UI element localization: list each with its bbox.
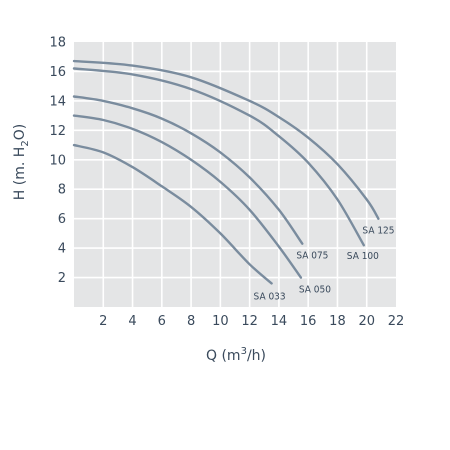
plot-area	[74, 42, 396, 307]
series-curve	[72, 95, 304, 245]
y-tick-label: 12	[49, 124, 66, 139]
x-axis-ticks: 2 4 6 8 10 12 14 16 18 20 22	[99, 314, 404, 329]
x-tick-label: 4	[128, 314, 136, 329]
x-tick-label: 16	[300, 314, 317, 329]
series-curve	[72, 114, 303, 279]
series-label: SA 050	[299, 285, 331, 296]
y-tick-label: 18	[49, 36, 66, 51]
x-tick-label: 22	[388, 314, 405, 329]
series-curve	[72, 59, 380, 220]
series-curve	[72, 67, 365, 247]
y-tick-label: 6	[58, 212, 66, 227]
x-tick-label: 18	[329, 314, 346, 329]
series-curve	[72, 143, 273, 285]
series-label: SA 075	[296, 251, 328, 262]
x-tick-label: 20	[358, 314, 375, 329]
series-label: SA 125	[362, 226, 394, 237]
y-tick-label: 4	[58, 242, 66, 257]
y-tick-label: 14	[49, 94, 66, 109]
y-axis-title: H (m. H2O)	[12, 124, 31, 200]
grid	[74, 42, 396, 307]
x-tick-label: 8	[187, 314, 195, 329]
x-tick-label: 10	[212, 314, 229, 329]
y-tick-label: 2	[58, 271, 66, 286]
x-tick-label: 14	[271, 314, 288, 329]
x-tick-label: 2	[99, 314, 107, 329]
y-tick-label: 8	[58, 183, 66, 198]
y-axis-ticks: 2 4 6 8 10 12 14 16 18	[49, 36, 66, 287]
x-tick-label: 12	[241, 314, 258, 329]
series-label: SA 033	[254, 291, 286, 302]
x-axis-title: Q (m3/h)	[206, 346, 266, 364]
y-tick-label: 10	[49, 153, 66, 168]
series-labels: SA 033 SA 050 SA 075 SA 100 SA 125	[254, 226, 395, 303]
x-tick-label: 6	[158, 314, 166, 329]
series-curves	[72, 59, 380, 285]
series-label: SA 100	[347, 251, 379, 262]
y-tick-label: 16	[49, 65, 66, 80]
